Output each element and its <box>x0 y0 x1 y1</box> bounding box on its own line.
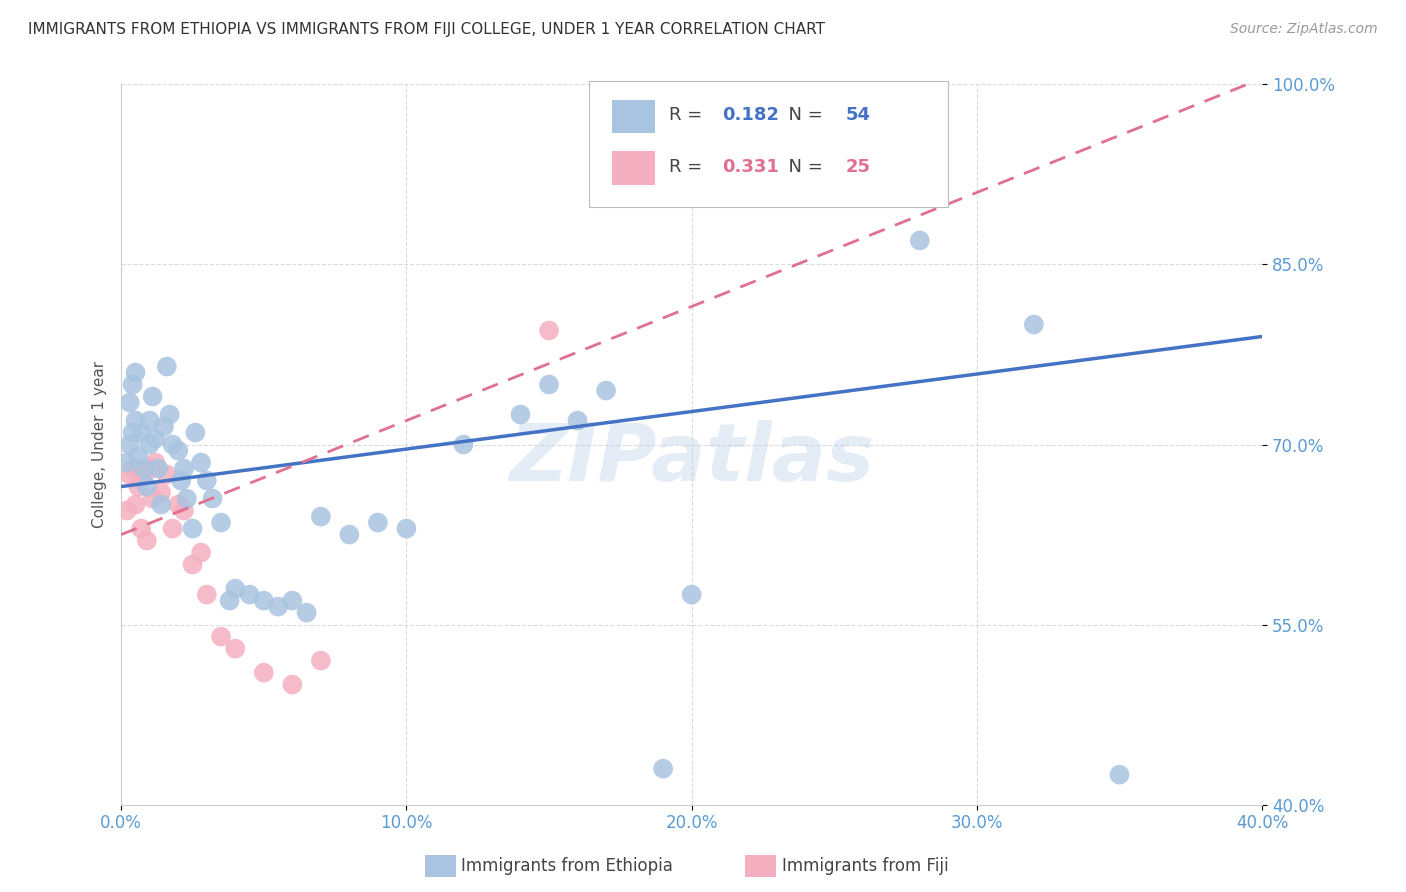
Point <box>132 461 155 475</box>
Text: Source: ZipAtlas.com: Source: ZipAtlas.com <box>1230 22 1378 37</box>
Point <box>132 467 155 482</box>
Point <box>681 588 703 602</box>
Point <box>115 456 138 470</box>
Point <box>367 516 389 530</box>
Text: N =: N = <box>778 158 828 177</box>
Point <box>1022 318 1045 332</box>
FancyBboxPatch shape <box>612 152 655 185</box>
Point <box>156 467 179 482</box>
Text: Immigrants from Fiji: Immigrants from Fiji <box>782 857 949 875</box>
Point <box>121 461 143 475</box>
Point <box>253 593 276 607</box>
Point <box>121 377 143 392</box>
Point <box>162 522 184 536</box>
Point <box>537 377 560 392</box>
Point <box>129 522 152 536</box>
Point <box>537 324 560 338</box>
Point <box>121 425 143 440</box>
Point <box>309 654 332 668</box>
Text: 0.331: 0.331 <box>723 158 779 177</box>
Point <box>218 593 240 607</box>
Point <box>129 425 152 440</box>
Text: 25: 25 <box>845 158 870 177</box>
Point <box>176 491 198 506</box>
Point <box>150 498 173 512</box>
Point <box>139 413 162 427</box>
Point <box>267 599 290 614</box>
Point <box>595 384 617 398</box>
Point <box>135 533 157 548</box>
Point <box>281 678 304 692</box>
Point <box>156 359 179 374</box>
Point <box>209 516 232 530</box>
FancyBboxPatch shape <box>589 81 948 207</box>
Point <box>195 588 218 602</box>
Point <box>253 665 276 680</box>
Point <box>567 413 589 427</box>
Point <box>295 606 318 620</box>
Point <box>145 456 167 470</box>
Point <box>118 467 141 482</box>
Point <box>167 443 190 458</box>
Text: N =: N = <box>778 106 828 124</box>
Point <box>453 437 475 451</box>
Point <box>115 503 138 517</box>
Point <box>145 432 167 446</box>
Point <box>184 425 207 440</box>
Point <box>224 582 246 596</box>
Point <box>395 522 418 536</box>
Point <box>127 450 149 464</box>
Point <box>173 461 195 475</box>
Point <box>127 479 149 493</box>
Point <box>150 485 173 500</box>
Point <box>148 461 170 475</box>
Text: 0.182: 0.182 <box>723 106 779 124</box>
Point <box>139 437 162 451</box>
Text: Immigrants from Ethiopia: Immigrants from Ethiopia <box>461 857 673 875</box>
Point <box>652 762 675 776</box>
Point <box>201 491 224 506</box>
Point <box>195 474 218 488</box>
Point <box>1108 767 1130 781</box>
Point <box>153 419 176 434</box>
Point <box>124 366 146 380</box>
Text: 54: 54 <box>845 106 870 124</box>
Point <box>190 456 212 470</box>
Point <box>167 498 190 512</box>
Point <box>139 461 162 475</box>
FancyBboxPatch shape <box>612 100 655 133</box>
Y-axis label: College, Under 1 year: College, Under 1 year <box>93 361 107 528</box>
Text: R =: R = <box>669 158 707 177</box>
Point <box>118 395 141 409</box>
Point <box>124 498 146 512</box>
Point <box>124 413 146 427</box>
Text: R =: R = <box>669 106 707 124</box>
Point <box>118 437 141 451</box>
Point <box>142 491 165 506</box>
Point <box>737 186 759 200</box>
Point <box>238 588 260 602</box>
Point <box>181 558 204 572</box>
Point <box>142 390 165 404</box>
Point <box>209 630 232 644</box>
Text: IMMIGRANTS FROM ETHIOPIA VS IMMIGRANTS FROM FIJI COLLEGE, UNDER 1 YEAR CORRELATI: IMMIGRANTS FROM ETHIOPIA VS IMMIGRANTS F… <box>28 22 825 37</box>
Point <box>908 234 931 248</box>
Point <box>224 641 246 656</box>
Point <box>823 179 845 194</box>
Point <box>509 408 531 422</box>
Point <box>159 408 181 422</box>
Point <box>135 479 157 493</box>
Point <box>281 593 304 607</box>
Point <box>309 509 332 524</box>
Point <box>170 474 193 488</box>
Text: ZIPatlas: ZIPatlas <box>509 420 875 498</box>
Point <box>337 527 360 541</box>
Point <box>181 522 204 536</box>
Point <box>173 503 195 517</box>
Point <box>190 546 212 560</box>
Point <box>162 437 184 451</box>
